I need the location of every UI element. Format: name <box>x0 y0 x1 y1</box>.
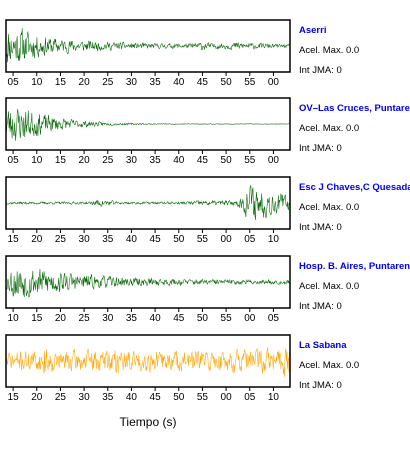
x-tick-label: 55 <box>244 77 256 88</box>
seismogram-panel: 15 20 25 30 35 40 45 50 55 00 05 10 Esc J Chaves,C Q… <box>5 176 410 245</box>
x-tick-label: 20 <box>79 155 91 166</box>
x-tick-label: 10 <box>8 313 20 324</box>
x-tick-label: 45 <box>197 155 209 166</box>
x-tick-label: 05 <box>244 392 256 403</box>
x-tick-label: 00 <box>221 392 233 403</box>
x-tick-label: 15 <box>31 313 43 324</box>
x-tick-label: 30 <box>102 313 114 324</box>
x-tick-label: 40 <box>126 234 138 245</box>
x-tick-label: 15 <box>8 392 20 403</box>
x-tick-label: 55 <box>244 155 256 166</box>
x-tick-label: 50 <box>197 313 209 324</box>
x-tick-label: 20 <box>79 77 91 88</box>
waveform-trace <box>5 185 291 220</box>
seismogram-panel: 10 15 20 25 30 35 40 45 50 55 00 05 Hosp. B. Aires, … <box>5 255 410 324</box>
x-tick-label: 00 <box>244 313 256 324</box>
jma-intensity: Int JMA: 0 <box>299 143 342 154</box>
max-acceleration: Acel. Max. 0.0 <box>299 45 359 56</box>
x-tick-label: 20 <box>55 313 67 324</box>
x-tick-label: 00 <box>221 234 233 245</box>
x-tick-label: 15 <box>55 155 67 166</box>
waveform-trace <box>5 28 291 63</box>
x-tick-label: 50 <box>221 77 233 88</box>
x-tick-label: 05 <box>268 313 280 324</box>
seismogram-panel: 05 10 15 20 25 30 35 40 45 50 55 00 OV–Las Cruces, P… <box>5 97 410 166</box>
jma-intensity: Int JMA: 0 <box>299 380 342 391</box>
x-tick-label: 10 <box>31 155 43 166</box>
x-tick-label: 00 <box>268 77 280 88</box>
seismogram-panel: 05 10 15 20 25 30 35 40 45 50 55 00 Aserri Acel. Max.… <box>5 19 359 88</box>
max-acceleration: Acel. Max. 0.0 <box>299 360 359 371</box>
x-tick-label: 40 <box>150 313 162 324</box>
x-tick-label: 25 <box>79 313 91 324</box>
x-tick-label: 35 <box>102 392 114 403</box>
panel-frame <box>5 255 291 309</box>
station-name: Hosp. B. Aires, Puntarenas <box>299 261 410 272</box>
seismogram-panel: 15 20 25 30 35 40 45 50 55 00 05 10 La Sabana Acel. M… <box>5 334 359 403</box>
waveform-trace <box>5 268 291 298</box>
x-tick-label: 35 <box>150 77 162 88</box>
x-tick-label: 10 <box>268 392 280 403</box>
x-tick-label: 55 <box>197 234 209 245</box>
x-tick-label: 40 <box>126 392 138 403</box>
station-name: OV–Las Cruces, Puntarenas <box>299 103 410 114</box>
x-tick-label: 50 <box>221 155 233 166</box>
x-tick-label: 05 <box>8 77 20 88</box>
panel-frame <box>5 176 291 230</box>
x-tick-label: 35 <box>150 155 162 166</box>
x-tick-label: 15 <box>55 77 67 88</box>
max-acceleration: Acel. Max. 0.0 <box>299 202 359 213</box>
x-tick-label: 10 <box>31 77 43 88</box>
x-tick-label: 55 <box>221 313 233 324</box>
x-tick-label: 50 <box>173 234 185 245</box>
x-tick-label: 10 <box>268 234 280 245</box>
x-tick-label: 45 <box>150 234 162 245</box>
panel-frame <box>5 97 291 151</box>
jma-intensity: Int JMA: 0 <box>299 222 342 233</box>
x-tick-label: 25 <box>102 77 114 88</box>
x-tick-label: 15 <box>8 234 20 245</box>
x-tick-label: 30 <box>126 77 138 88</box>
x-tick-label: 40 <box>173 155 185 166</box>
max-acceleration: Acel. Max. 0.0 <box>299 123 359 134</box>
x-tick-label: 30 <box>126 155 138 166</box>
x-tick-label: 55 <box>197 392 209 403</box>
panel-frame <box>5 19 291 73</box>
x-tick-label: 20 <box>31 234 43 245</box>
x-tick-label: 35 <box>102 234 114 245</box>
x-tick-label: 45 <box>150 392 162 403</box>
panel-frame <box>5 334 291 388</box>
max-acceleration: Acel. Max. 0.0 <box>299 281 359 292</box>
x-tick-label: 25 <box>55 392 67 403</box>
x-tick-label: 20 <box>31 392 43 403</box>
station-name: Esc J Chaves,C Quesada <box>299 182 410 193</box>
x-axis-label: Tiempo (s) <box>120 415 177 429</box>
x-tick-label: 45 <box>173 313 185 324</box>
x-tick-label: 30 <box>79 392 91 403</box>
x-tick-label: 00 <box>268 155 280 166</box>
waveform-trace <box>5 108 291 141</box>
x-tick-label: 50 <box>173 392 185 403</box>
x-tick-label: 05 <box>8 155 20 166</box>
station-name: La Sabana <box>299 340 347 351</box>
waveform-trace <box>5 347 291 377</box>
x-tick-label: 30 <box>79 234 91 245</box>
x-tick-label: 25 <box>55 234 67 245</box>
x-tick-label: 35 <box>126 313 138 324</box>
jma-intensity: Int JMA: 0 <box>299 65 342 76</box>
x-tick-label: 40 <box>173 77 185 88</box>
station-name: Aserri <box>299 25 326 36</box>
x-tick-label: 45 <box>197 77 209 88</box>
x-tick-label: 05 <box>244 234 256 245</box>
jma-intensity: Int JMA: 0 <box>299 301 342 312</box>
x-tick-label: 25 <box>102 155 114 166</box>
